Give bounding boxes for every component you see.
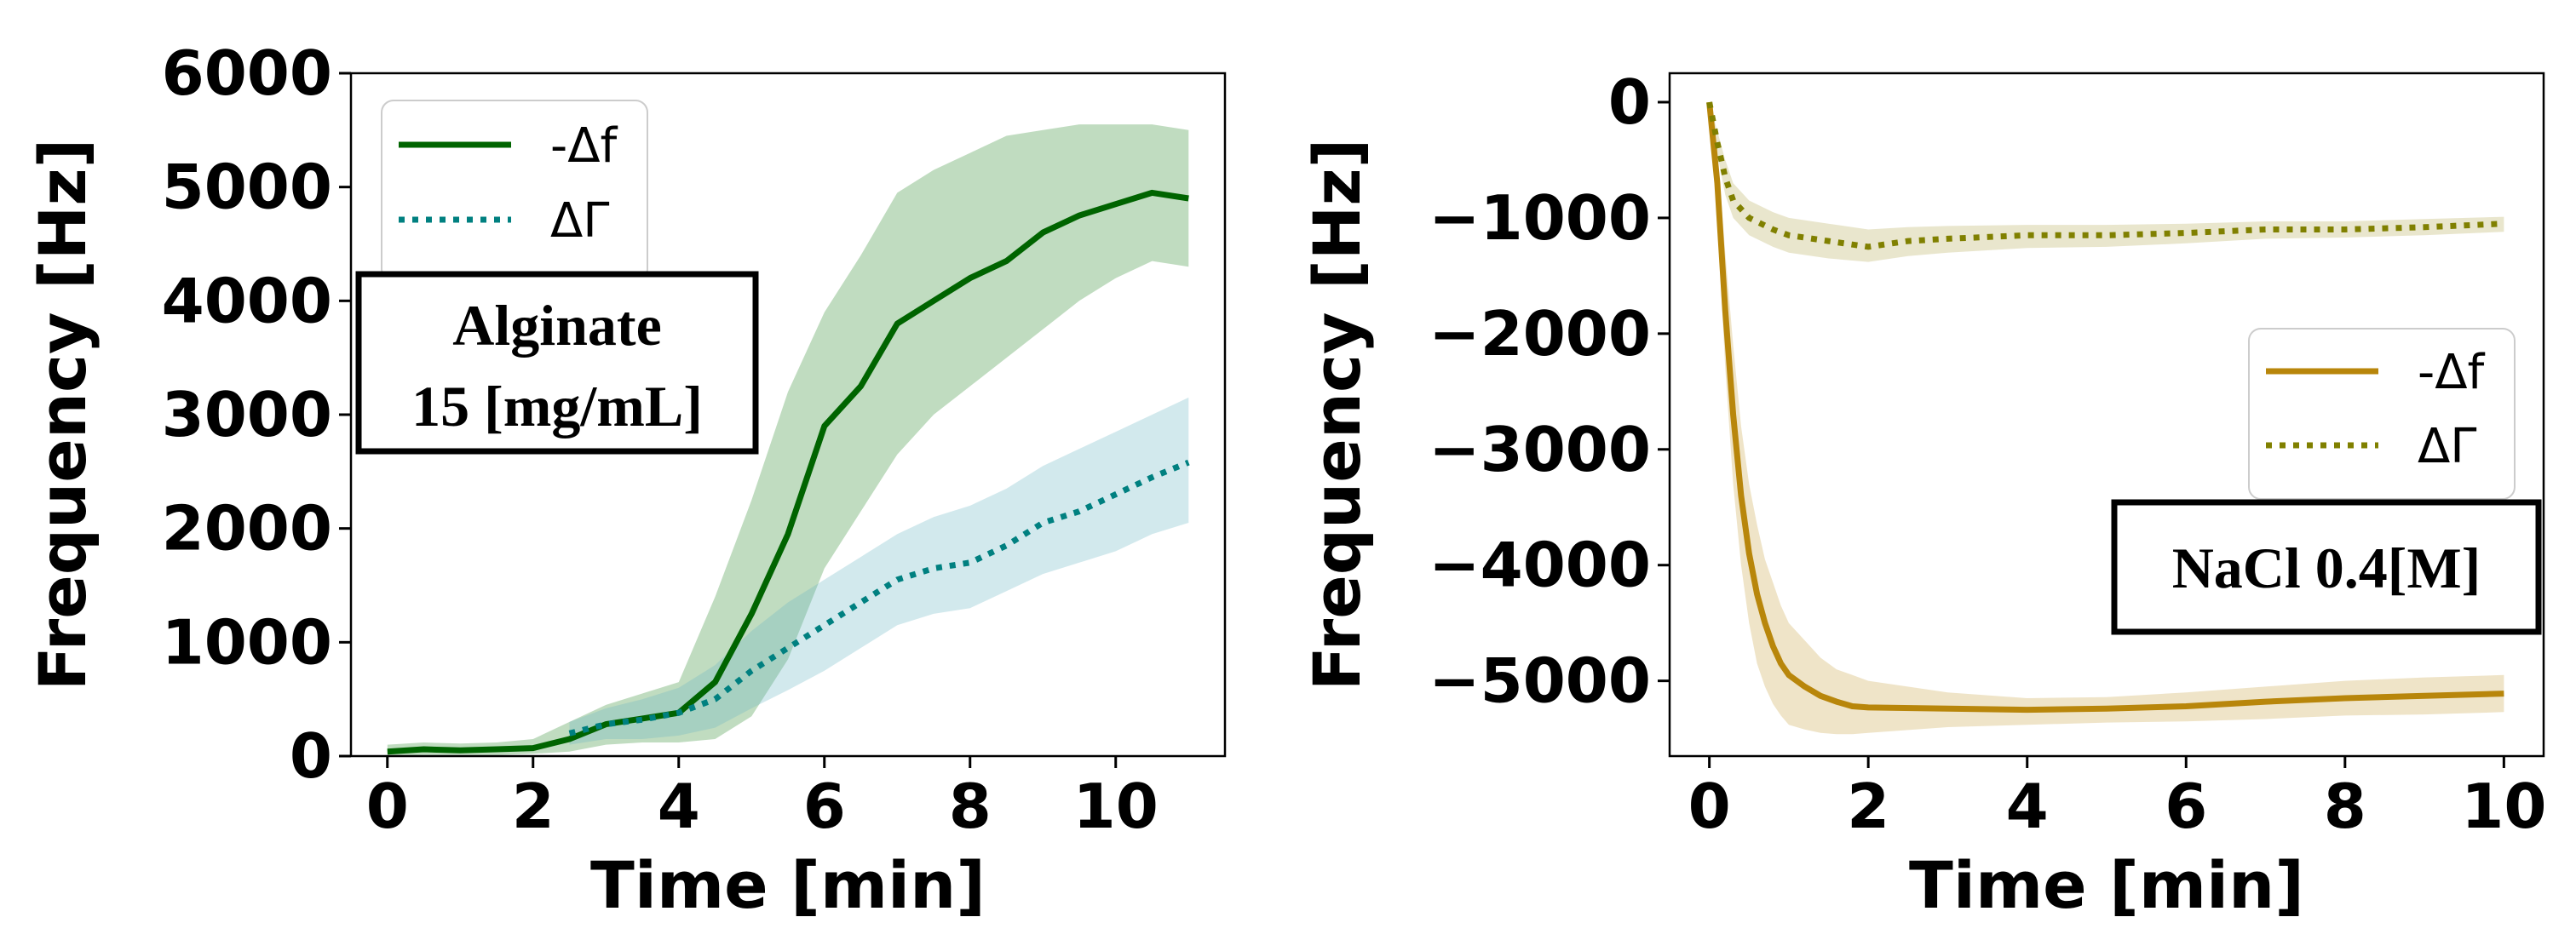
right-y-tick-label: 0 [1608, 66, 1651, 138]
right-panel: 0 2 4 6 8 10 0 −1000 −2000 −3000 −4000 −5000 Time [… [1299, 66, 2546, 923]
right-y-tick-label: −1000 [1429, 182, 1651, 254]
right-ticks: 0 2 4 6 8 10 0 −1000 −2000 −3000 −4000 −5000 [1429, 66, 2546, 842]
right-x-tick-label: 10 [2461, 771, 2546, 842]
left-y-axis-label: Frequency [Hz] [25, 139, 101, 691]
left-band-df [387, 124, 1189, 757]
right-annotation-line-1: NaCl 0.4[M] [2172, 536, 2481, 600]
left-y-tick-label: 2000 [162, 493, 332, 565]
right-y-tick-label: −5000 [1429, 645, 1651, 717]
left-x-tick-label: 2 [512, 771, 555, 842]
left-x-tick-label: 10 [1073, 771, 1159, 842]
left-y-tick-label: 4000 [162, 265, 332, 336]
left-panel: 0 2 4 6 8 10 0 1000 2000 3000 4000 5000 6000 Time [m… [25, 37, 1227, 923]
left-legend-label-dgamma: ΔΓ [550, 193, 610, 249]
right-legend-label-df: -Δf [2418, 345, 2486, 400]
right-y-tick-label: −2000 [1429, 298, 1651, 370]
right-lines [1706, 101, 2504, 714]
right-plot-frame [1668, 72, 2545, 758]
left-x-tick-label: 6 [803, 771, 846, 842]
right-line-dgamma [1706, 101, 2504, 250]
left-band-dgamma [569, 397, 1189, 745]
left-lines [387, 189, 1190, 755]
right-y-tick-label: −3000 [1429, 414, 1651, 485]
left-x-tick-label: 4 [658, 771, 700, 842]
right-annotation: NaCl 0.4[M] [2111, 499, 2542, 635]
right-annotation-box [2111, 499, 2542, 635]
left-annotation-line-1: Alginate [452, 293, 662, 358]
right-line-df [1706, 101, 2504, 714]
left-bands [387, 124, 1189, 757]
right-legend-label-dgamma: ΔΓ [2418, 419, 2477, 474]
left-y-tick-label: 6000 [162, 37, 332, 109]
left-y-tick-label: 0 [290, 720, 332, 792]
right-legend: -Δf ΔΓ [2248, 328, 2516, 500]
right-x-tick-label: 8 [2324, 771, 2366, 842]
left-x-tick-label: 0 [366, 771, 409, 842]
left-legend-label-df: -Δf [550, 118, 618, 174]
left-annotation-box [355, 271, 759, 455]
right-x-axis-label: Time [min] [1909, 847, 2304, 923]
left-x-tick-label: 8 [949, 771, 992, 842]
right-x-tick-label: 0 [1688, 771, 1731, 842]
left-annotation: Alginate 15 [mg/mL] [355, 271, 759, 455]
right-x-tick-label: 2 [1847, 771, 1889, 842]
right-x-tick-label: 4 [2006, 771, 2049, 842]
left-y-tick-label: 3000 [162, 379, 332, 450]
right-band-dgamma [1709, 102, 2504, 262]
left-ticks: 0 2 4 6 8 10 0 1000 2000 3000 4000 5000 6000 [162, 37, 1159, 842]
left-legend: -Δf ΔΓ [381, 100, 648, 282]
left-line-df [387, 189, 1189, 755]
left-y-tick-label: 1000 [162, 606, 332, 678]
right-x-tick-label: 6 [2165, 771, 2207, 842]
right-y-tick-label: −4000 [1429, 530, 1651, 601]
left-y-tick-label: 5000 [162, 152, 332, 223]
right-y-axis-label: Frequency [Hz] [1299, 139, 1375, 691]
left-annotation-line-2: 15 [mg/mL] [411, 374, 703, 438]
left-x-axis-label: Time [min] [590, 847, 986, 923]
